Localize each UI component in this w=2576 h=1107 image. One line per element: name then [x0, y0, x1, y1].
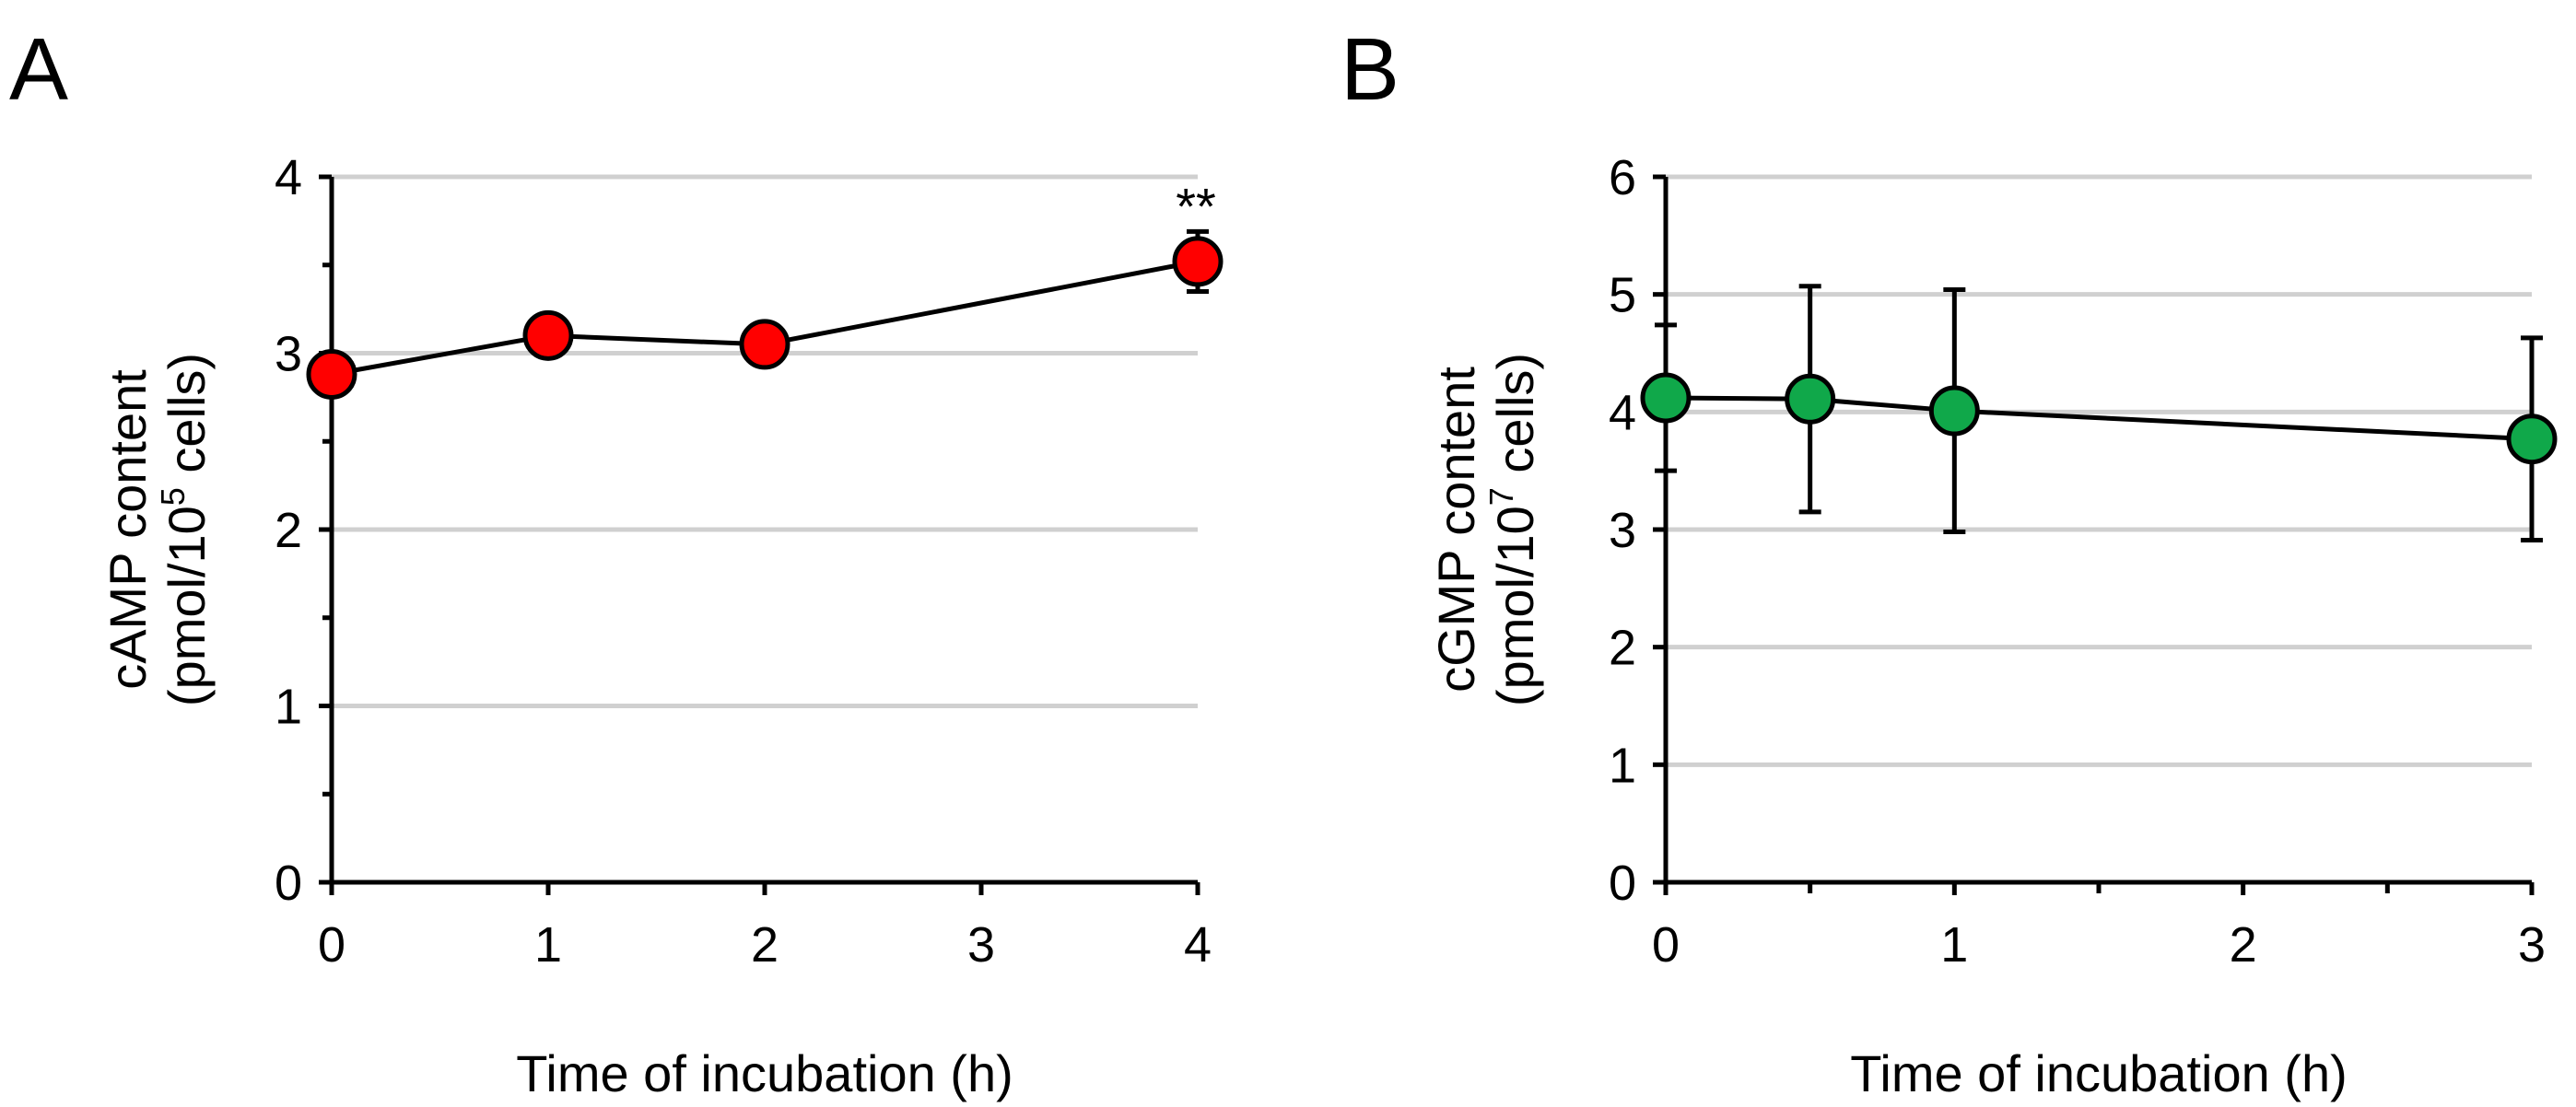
y-tick-label: 2: [275, 503, 302, 558]
panel-label: A: [9, 20, 68, 119]
significance-annotation: **: [1176, 177, 1216, 235]
y-tick-label: 0: [1609, 856, 1636, 911]
x-axis-title: Time of incubation (h): [516, 1044, 1013, 1102]
x-tick-label: 3: [967, 917, 995, 973]
y-axis-unit-prefix: (pmol/10: [158, 506, 216, 706]
y-tick-label: 3: [1609, 503, 1636, 558]
x-tick-label: 2: [751, 917, 779, 973]
y-tick-label: 2: [1609, 621, 1636, 676]
y-axis-unit-suffix: cells): [158, 353, 216, 487]
x-tick-label: 3: [2518, 917, 2546, 973]
y-tick-label: 6: [1609, 150, 1636, 205]
y-axis-unit-exponent: 7: [1482, 487, 1520, 506]
series-line: [1665, 395, 2533, 442]
y-axis-title-line1: cGMP content: [1427, 367, 1485, 693]
data-point: [1640, 372, 1692, 424]
x-axis-title: Time of incubation (h): [1850, 1044, 2348, 1102]
y-tick-label: 3: [275, 327, 302, 382]
x-tick-label: 0: [1652, 917, 1680, 973]
data-point: [1785, 373, 1836, 425]
y-tick-label: 1: [1609, 738, 1636, 793]
y-tick-label: 1: [275, 680, 302, 735]
y-tick-label: 0: [275, 856, 302, 911]
data-point: [2506, 414, 2558, 465]
y-axis-unit-exponent: 5: [154, 487, 192, 506]
x-tick-label: 1: [1940, 917, 1968, 973]
panel-label: B: [1341, 20, 1399, 119]
data-point: [306, 348, 357, 400]
x-tick-label: 0: [318, 917, 345, 973]
y-axis-unit-suffix: cells): [1486, 353, 1544, 487]
y-axis-title-line2: (pmol/107 cells): [1482, 353, 1544, 706]
y-tick-label: 4: [275, 150, 302, 205]
data-point: [1172, 236, 1224, 287]
y-tick-label: 5: [1609, 268, 1636, 323]
x-tick-label: 1: [534, 917, 562, 973]
x-tick-label: 2: [2230, 917, 2257, 973]
y-axis-unit-prefix: (pmol/10: [1486, 506, 1544, 706]
data-point: [522, 309, 574, 361]
y-tick-label: 4: [1609, 385, 1636, 440]
data-point: [739, 319, 790, 370]
chart-b-cGMP: B 0 1 2 3 4 5 6 0 1 2 3 Time of incubation (h) cGMP c…: [1341, 20, 2558, 1102]
data-point: [1928, 385, 1980, 437]
chart-a-cAMP: A 0 1 2 3 4 0 1 2 3 4 Time of incubation (h) cAMP co…: [9, 20, 1224, 1102]
y-axis-title-line2: (pmol/105 cells): [154, 353, 216, 706]
series-line: [331, 259, 1199, 377]
y-axis-title-line1: cAMP content: [99, 369, 157, 690]
x-tick-label: 4: [1184, 917, 1212, 973]
